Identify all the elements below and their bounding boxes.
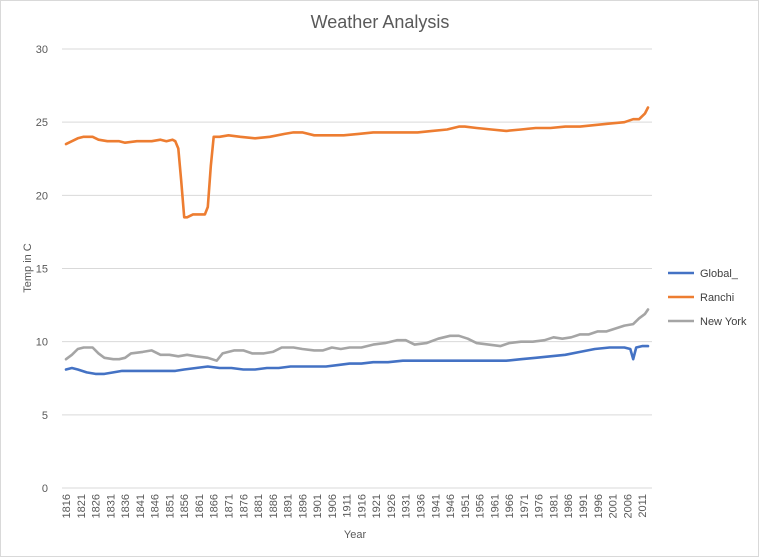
x-tick-label: 1816 [61,494,73,518]
x-tick-label: 1961 [489,494,501,518]
x-tick-label: 1831 [105,494,117,518]
x-tick-label: 1906 [327,494,339,518]
series-line-global [64,344,650,376]
x-axis-title: Year [344,529,367,541]
x-tick-label: 2001 [608,494,620,518]
x-tick-label: 1901 [312,494,324,518]
y-tick-label: 25 [36,117,48,129]
x-tick-label: 1896 [297,494,309,518]
x-axis-ticks: 1816 1821 1826 1831 1836 1841 1846 1851 1856 1861… [61,494,649,518]
x-tick-label: 2011 [637,494,649,518]
x-tick-label: 1886 [268,494,280,518]
legend: Global_ Ranchi New York [668,268,747,328]
gridlines [62,48,652,416]
x-tick-label: 1836 [120,494,132,518]
x-tick-label: 1986 [563,494,575,518]
x-tick-label: 1951 [460,494,472,518]
x-tick-label: 1851 [164,494,176,518]
legend-label: New York [700,316,747,328]
y-tick-label: 20 [36,190,48,202]
series-lines [64,106,650,376]
y-tick-label: 15 [36,264,48,276]
y-axis-ticks: 0 5 10 15 20 25 30 [36,44,48,495]
x-tick-label: 1861 [194,494,206,518]
x-tick-label: 1921 [371,494,383,518]
x-tick-label: 2006 [622,494,634,518]
x-tick-label: 1876 [238,494,250,518]
series-line-new-york [64,308,650,362]
x-tick-label: 1871 [223,494,235,518]
x-tick-label: 1881 [253,494,265,518]
y-tick-label: 10 [36,337,48,349]
x-tick-label: 1826 [91,494,103,518]
x-tick-label: 1856 [179,494,191,518]
x-tick-label: 1946 [445,494,457,518]
x-tick-label: 1846 [150,494,162,518]
x-tick-label: 1841 [135,494,147,518]
x-tick-label: 1916 [356,494,368,518]
x-tick-label: 1821 [76,494,88,518]
y-tick-label: 0 [42,483,48,495]
legend-label: Ranchi [700,292,734,304]
y-tick-label: 30 [36,44,48,56]
x-tick-label: 1971 [519,494,531,518]
x-tick-label: 1911 [342,494,354,518]
x-tick-label: 1996 [593,494,605,518]
legend-label: Global_ [700,268,739,280]
x-tick-label: 1991 [578,494,590,518]
x-tick-label: 1926 [386,494,398,518]
series-line-ranchi [64,106,650,219]
chart-title: Weather Analysis [311,12,450,32]
x-tick-label: 1891 [283,494,295,518]
y-axis-title: Temp in C [22,243,34,293]
x-tick-label: 1976 [534,494,546,518]
x-tick-label: 1966 [504,494,516,518]
x-tick-label: 1956 [475,494,487,518]
y-tick-label: 5 [42,410,48,422]
x-tick-label: 1866 [209,494,221,518]
x-tick-label: 1936 [416,494,428,518]
x-tick-label: 1931 [401,494,413,518]
x-tick-label: 1981 [548,494,560,518]
x-tick-label: 1941 [430,494,442,518]
